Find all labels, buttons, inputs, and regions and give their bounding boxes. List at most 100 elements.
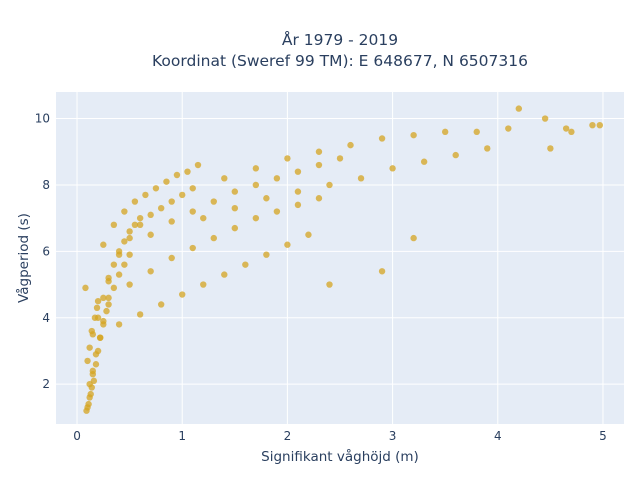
data-point bbox=[541, 115, 549, 122]
data-point bbox=[589, 122, 596, 129]
x-tick-label: 0 bbox=[73, 429, 81, 443]
data-point bbox=[121, 208, 128, 215]
data-points bbox=[82, 105, 604, 414]
data-point bbox=[252, 214, 260, 222]
data-point bbox=[168, 218, 175, 225]
data-point bbox=[105, 274, 112, 282]
data-point bbox=[547, 145, 554, 152]
data-point bbox=[126, 234, 133, 242]
data-point bbox=[189, 185, 196, 192]
data-point bbox=[515, 105, 523, 112]
data-point bbox=[152, 185, 160, 192]
x-tick-label: 5 bbox=[599, 429, 607, 443]
data-point bbox=[142, 191, 149, 199]
data-point bbox=[420, 158, 428, 165]
data-point bbox=[121, 261, 128, 268]
data-point bbox=[326, 281, 333, 288]
x-axis-title: Signifikant våghöjd (m) bbox=[261, 448, 419, 465]
data-point bbox=[200, 214, 207, 222]
x-tick-label: 4 bbox=[494, 429, 502, 443]
data-point bbox=[184, 168, 191, 175]
data-point bbox=[231, 224, 239, 232]
y-axis-ticks: 2 4 6 8 10 bbox=[35, 112, 50, 392]
data-point bbox=[168, 198, 175, 205]
data-point bbox=[115, 321, 123, 328]
data-point bbox=[473, 128, 480, 136]
plot-area bbox=[56, 92, 624, 424]
data-point bbox=[252, 181, 260, 189]
data-point bbox=[378, 268, 386, 275]
data-point bbox=[284, 155, 291, 162]
data-point bbox=[315, 148, 323, 155]
data-point bbox=[85, 400, 92, 408]
data-point bbox=[89, 367, 97, 375]
data-point bbox=[110, 261, 118, 268]
data-point bbox=[110, 284, 118, 292]
data-point bbox=[84, 357, 91, 365]
data-point bbox=[294, 188, 302, 195]
data-point bbox=[357, 175, 365, 182]
data-point bbox=[168, 254, 175, 262]
data-point bbox=[86, 344, 93, 351]
data-point bbox=[100, 241, 107, 248]
data-point bbox=[173, 171, 181, 179]
data-point bbox=[389, 165, 396, 172]
data-point bbox=[231, 188, 239, 195]
data-point bbox=[221, 175, 228, 182]
grid-lines bbox=[56, 92, 624, 424]
data-point bbox=[115, 251, 123, 258]
data-point bbox=[92, 361, 100, 368]
data-point bbox=[179, 191, 186, 199]
y-tick-label: 4 bbox=[42, 311, 50, 325]
data-point bbox=[273, 175, 281, 182]
data-point bbox=[136, 311, 144, 318]
data-point bbox=[263, 251, 270, 258]
data-point bbox=[441, 128, 449, 136]
data-point bbox=[452, 151, 459, 159]
data-point bbox=[87, 390, 94, 398]
data-point bbox=[131, 198, 139, 205]
data-point bbox=[562, 125, 570, 132]
data-point bbox=[347, 141, 354, 149]
chart-title-line-1: År 1979 - 2019 bbox=[282, 30, 398, 49]
data-point bbox=[294, 201, 302, 209]
data-point bbox=[82, 284, 89, 292]
data-point bbox=[105, 294, 112, 302]
y-tick-label: 8 bbox=[42, 178, 50, 192]
chart-title-line-2: Koordinat (Sweref 99 TM): E 648677, N 65… bbox=[152, 52, 528, 70]
data-point bbox=[126, 228, 133, 235]
data-point bbox=[110, 221, 118, 228]
data-point bbox=[326, 181, 333, 189]
data-point bbox=[484, 145, 491, 152]
data-point bbox=[136, 214, 144, 222]
y-tick-label: 2 bbox=[42, 377, 50, 391]
data-point bbox=[126, 251, 133, 258]
data-point bbox=[305, 231, 312, 238]
data-point bbox=[91, 314, 99, 321]
data-point bbox=[242, 261, 249, 268]
data-point bbox=[189, 244, 196, 252]
data-point bbox=[90, 377, 98, 385]
data-point bbox=[315, 195, 323, 202]
data-point bbox=[210, 234, 217, 242]
data-point bbox=[410, 131, 417, 139]
y-tick-label: 6 bbox=[42, 244, 50, 258]
data-point bbox=[126, 281, 133, 288]
data-point bbox=[83, 407, 90, 414]
data-point bbox=[294, 168, 302, 175]
data-point bbox=[194, 161, 202, 169]
x-axis-ticks: 0 1 2 3 4 5 bbox=[73, 429, 607, 443]
data-point bbox=[88, 327, 95, 335]
data-point bbox=[273, 208, 281, 215]
data-point bbox=[200, 281, 207, 288]
data-point bbox=[147, 268, 154, 275]
data-point bbox=[94, 297, 102, 305]
data-point bbox=[284, 241, 291, 248]
x-tick-label: 2 bbox=[284, 429, 292, 443]
data-point bbox=[131, 221, 139, 228]
data-point bbox=[157, 205, 165, 212]
data-point bbox=[115, 271, 123, 278]
data-point bbox=[121, 238, 128, 245]
